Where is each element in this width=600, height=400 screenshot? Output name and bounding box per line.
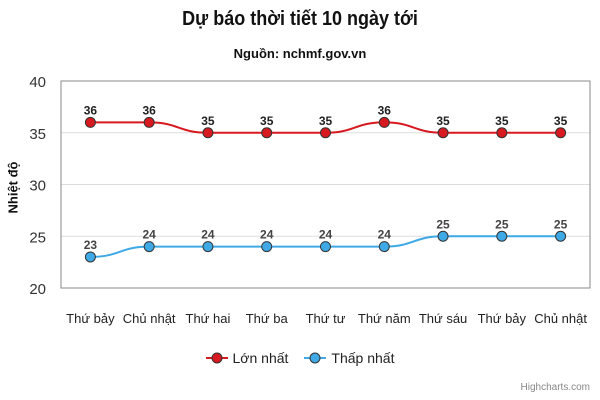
x-tick-label: Chủ nhật [123,311,176,326]
x-tick-label: Thứ năm [358,311,411,326]
data-label: 24 [319,228,333,242]
x-tick-label: Thứ bảy [478,311,527,326]
data-label: 35 [436,114,450,128]
data-point [378,116,390,128]
data-label: 24 [378,228,392,242]
data-label: 35 [201,114,215,128]
data-label: 24 [260,228,274,242]
data-label: 25 [554,217,568,231]
data-label: 35 [495,114,509,128]
data-label: 36 [142,103,156,117]
legend-item-min[interactable]: Thấp nhất [304,350,394,366]
y-tick-label: 30 [29,178,46,195]
data-point [84,251,96,263]
data-point [143,241,155,253]
data-point [84,116,96,128]
data-label: 36 [378,103,392,117]
data-point [320,127,331,139]
legend-label: Lớn nhất [232,350,289,366]
red-marker-icon [205,352,228,364]
x-tick-label: Thứ sáu [419,311,467,326]
data-point [202,241,214,253]
y-tick-label: 35 [29,126,46,143]
blue-marker-icon [304,352,327,364]
data-point [437,230,449,242]
x-tick-label: Thứ hai [186,311,231,326]
data-point [143,116,155,128]
x-tick-label: Chủ nhật [534,311,587,326]
data-label: 24 [142,228,156,242]
data-label: 24 [201,228,215,242]
data-label: 23 [84,238,98,252]
legend: Lớn nhất Thấp nhất [0,350,600,366]
data-point [320,241,331,253]
y-tick-label: 25 [29,229,46,246]
y-tick-label: 40 [29,74,46,91]
y-tick-label: 20 [29,281,46,298]
data-point [378,241,390,253]
data-point [261,127,273,139]
data-label: 35 [554,114,568,128]
data-point [555,127,567,139]
plot-border [60,80,591,289]
chart-subtitle: Nguồn: nchmf.gov.vn [233,46,367,61]
legend-label: Thấp nhất [331,350,395,366]
x-tick-label: Thứ bảy [66,311,115,326]
x-tick-label: Thứ tư [306,311,346,326]
legend-item-max[interactable]: Lớn nhất [205,350,289,366]
data-point [496,230,508,242]
data-point [437,127,449,139]
data-label: 25 [436,217,450,231]
chart-title: Dự báo thời tiết 10 ngày tới [182,8,418,30]
data-label: 35 [319,114,333,128]
data-point [202,127,214,139]
x-tick-label: Thứ ba [246,311,289,326]
data-point [496,127,508,139]
data-label: 25 [495,217,509,231]
data-point [555,230,567,242]
data-label: 36 [84,103,98,117]
credit-link[interactable]: Highcharts.com [520,382,590,393]
data-point [261,241,273,253]
data-label: 35 [260,114,274,128]
